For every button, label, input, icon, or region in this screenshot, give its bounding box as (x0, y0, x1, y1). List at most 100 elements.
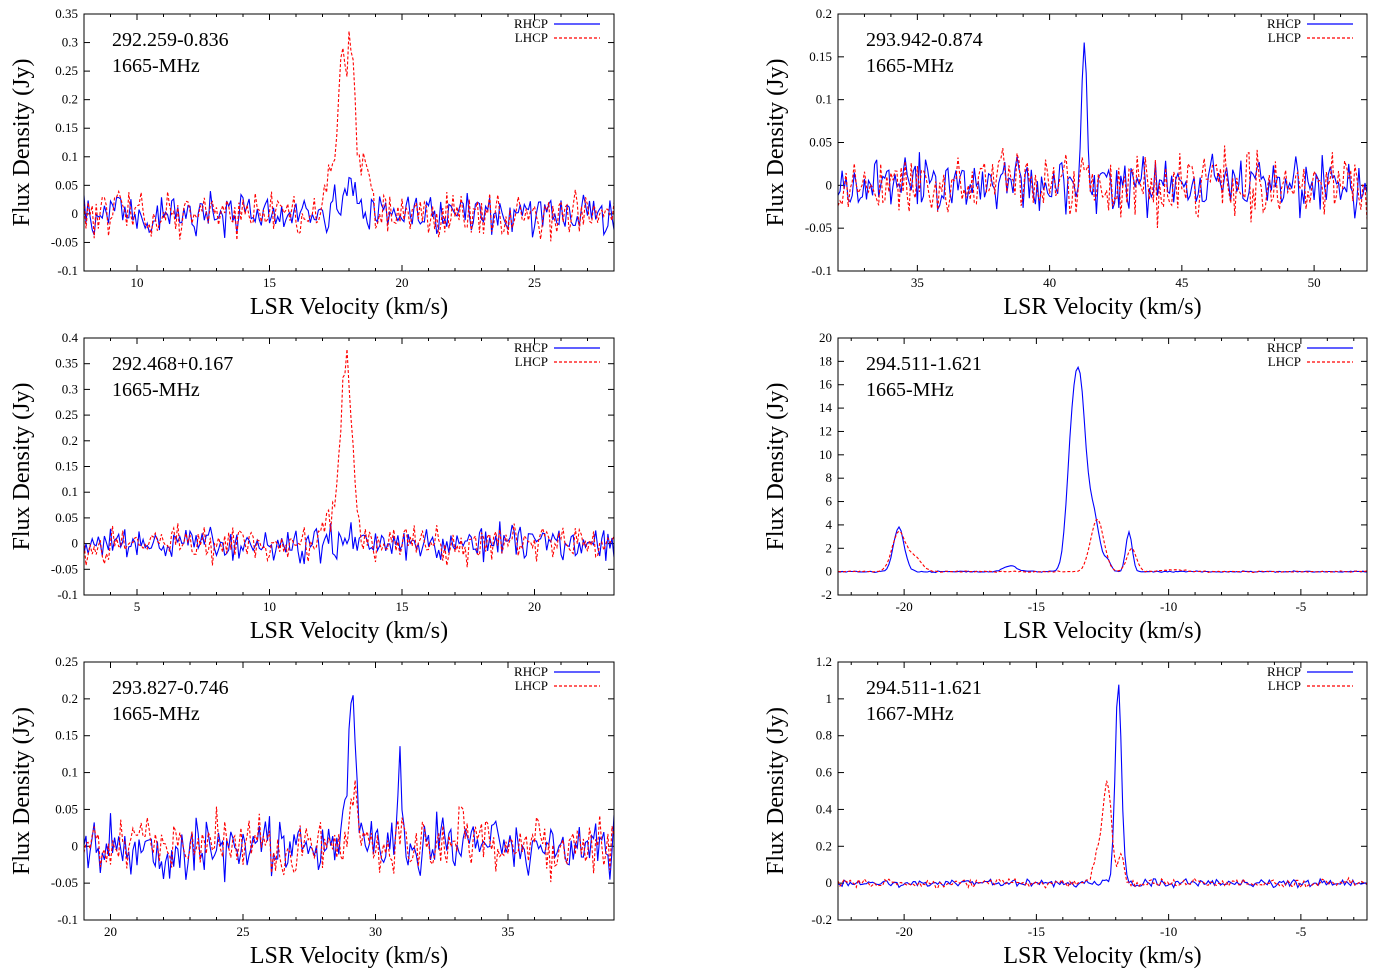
y-tick-label: 18 (819, 353, 832, 368)
y-tick-label: 0.25 (55, 654, 78, 669)
y-tick-label: 0 (826, 875, 833, 890)
y-tick-label: 10 (819, 447, 832, 462)
panel-frequency: 1665-MHz (112, 55, 200, 77)
plot-frame (837, 337, 1368, 596)
y-tick-label: 0.1 (62, 484, 78, 499)
series-line-rhcp (84, 521, 614, 565)
y-tick-label: 16 (819, 377, 833, 392)
plot-frame (83, 13, 615, 272)
panel-source-name: 294.511-1.621 (866, 677, 982, 699)
y-tick-label: 0.05 (55, 801, 78, 816)
y-tick-label: -0.05 (51, 561, 78, 576)
x-tick-label: 20 (104, 924, 117, 939)
y-tick-label: 0.2 (816, 838, 832, 853)
x-tick-label: -15 (1028, 924, 1045, 939)
y-tick-label: -2 (821, 587, 832, 602)
x-tick-label: -15 (1028, 599, 1045, 614)
x-axis-label: LSR Velocity (km/s) (250, 618, 448, 644)
y-tick-label: 4 (826, 517, 833, 532)
y-tick-label: 0.25 (55, 407, 78, 422)
y-tick-label: 0.15 (55, 728, 78, 743)
x-tick-label: 50 (1308, 275, 1321, 290)
y-tick-label: 0.6 (816, 765, 833, 780)
y-tick-label: 0 (72, 206, 79, 221)
chart-panel-3: -0.1 -0.05 0 0.05 0.1 0.15 0.2 0.25 0.3 0.35 0.4 5 1… (9, 330, 615, 644)
y-tick-label: 0.8 (816, 728, 832, 743)
y-tick-label: 0.3 (62, 35, 78, 50)
legend-label: LHCP (515, 30, 548, 45)
x-tick-label: -20 (895, 599, 912, 614)
legend-label: RHCP (514, 16, 548, 31)
panel-source-name: 293.827-0.746 (112, 677, 229, 699)
x-tick-label: 35 (502, 924, 515, 939)
y-tick-label: 0.4 (62, 330, 79, 345)
panel-source-name: 292.468+0.167 (112, 353, 233, 375)
x-axis-label: LSR Velocity (km/s) (1003, 943, 1201, 969)
series-line-lhcp (84, 31, 614, 242)
x-tick-label: 20 (528, 599, 541, 614)
series-line-lhcp (838, 780, 1367, 890)
x-tick-label: 40 (1043, 275, 1056, 290)
x-tick-label: 5 (134, 599, 141, 614)
y-tick-label: 0 (826, 564, 833, 579)
y-tick-label: -0.1 (57, 263, 78, 278)
panel-source-name: 294.511-1.621 (866, 353, 982, 375)
series-line-lhcp (84, 349, 614, 568)
y-tick-label: 1.2 (816, 654, 832, 669)
y-axis-label: Flux Density (Jy) (763, 707, 789, 875)
y-tick-label: 0.05 (809, 135, 832, 150)
y-tick-label: 0.05 (55, 510, 78, 525)
panel-frequency: 1665-MHz (866, 379, 954, 401)
x-tick-label: 35 (911, 275, 924, 290)
chart-panel-2: -0.1 -0.05 0 0.05 0.1 0.15 0.2 35 40 45 50 293.942-… (763, 6, 1368, 320)
plot-frame (837, 661, 1368, 921)
panel-frequency: 1665-MHz (112, 703, 200, 725)
y-tick-label: -0.05 (51, 875, 78, 890)
y-tick-label: -0.1 (57, 912, 78, 927)
y-tick-label: 0.15 (809, 49, 832, 64)
y-axis-label: Flux Density (Jy) (763, 59, 789, 227)
legend-label: LHCP (515, 678, 548, 693)
legend-label: LHCP (1268, 678, 1301, 693)
y-tick-label: 12 (819, 423, 832, 438)
x-tick-label: 25 (237, 924, 250, 939)
series-line-rhcp (838, 365, 1367, 574)
legend-label: LHCP (515, 354, 548, 369)
chart-panel-5: -0.1 -0.05 0 0.05 0.1 0.15 0.2 0.25 20 25 30 35 293.… (9, 654, 615, 969)
y-tick-label: 0.1 (62, 149, 78, 164)
y-tick-label: -0.1 (811, 263, 832, 278)
series-line-rhcp (84, 695, 614, 883)
y-tick-label: 8 (826, 470, 833, 485)
plot-frame (83, 337, 615, 596)
y-tick-label: 6 (826, 494, 833, 509)
series-line-lhcp (84, 780, 614, 883)
x-axis-label: LSR Velocity (km/s) (250, 294, 448, 320)
panel-frequency: 1665-MHz (112, 379, 200, 401)
y-tick-label: 1 (826, 691, 833, 706)
y-tick-label: 2 (826, 540, 833, 555)
x-tick-label: -5 (1295, 599, 1306, 614)
x-tick-label: 25 (528, 275, 541, 290)
x-tick-label: 45 (1175, 275, 1188, 290)
legend-label: RHCP (1267, 340, 1301, 355)
legend-label: RHCP (514, 664, 548, 679)
x-tick-label: -5 (1295, 924, 1306, 939)
series-line-rhcp (838, 684, 1367, 889)
y-tick-label: 0 (72, 838, 79, 853)
series-line-lhcp (838, 145, 1367, 229)
x-tick-label: 10 (131, 275, 144, 290)
legend-label: LHCP (1268, 354, 1301, 369)
y-axis-label: Flux Density (Jy) (9, 59, 35, 227)
series-line-rhcp (838, 42, 1367, 219)
y-tick-label: 0.35 (55, 356, 78, 371)
x-axis-label: LSR Velocity (km/s) (1003, 294, 1201, 320)
chart-panel-1: -0.1 -0.05 0 0.05 0.1 0.15 0.2 0.25 0.3 0.35 10 15 2… (9, 6, 615, 320)
y-axis-label: Flux Density (Jy) (9, 707, 35, 875)
y-tick-label: 0.2 (62, 691, 78, 706)
y-tick-label: -0.05 (51, 234, 78, 249)
y-tick-label: 0.15 (55, 459, 78, 474)
y-tick-label: 0 (826, 177, 833, 192)
x-tick-label: 30 (369, 924, 382, 939)
legend-label: LHCP (1268, 30, 1301, 45)
legend-label: RHCP (1267, 16, 1301, 31)
